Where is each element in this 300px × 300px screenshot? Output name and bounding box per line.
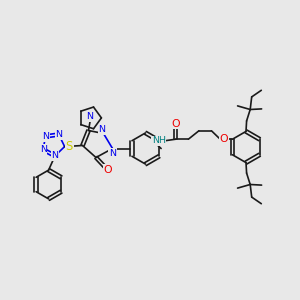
Text: N: N [86,112,94,121]
Text: N: N [52,152,58,160]
Text: N: N [98,125,105,134]
Text: N: N [40,145,47,154]
Text: S: S [65,140,73,153]
Text: NH: NH [152,136,166,145]
Text: O: O [172,118,180,129]
Text: N: N [55,130,62,139]
Text: O: O [220,134,228,144]
Text: N: N [109,149,116,158]
Text: O: O [104,165,112,175]
Text: N: N [42,132,49,141]
